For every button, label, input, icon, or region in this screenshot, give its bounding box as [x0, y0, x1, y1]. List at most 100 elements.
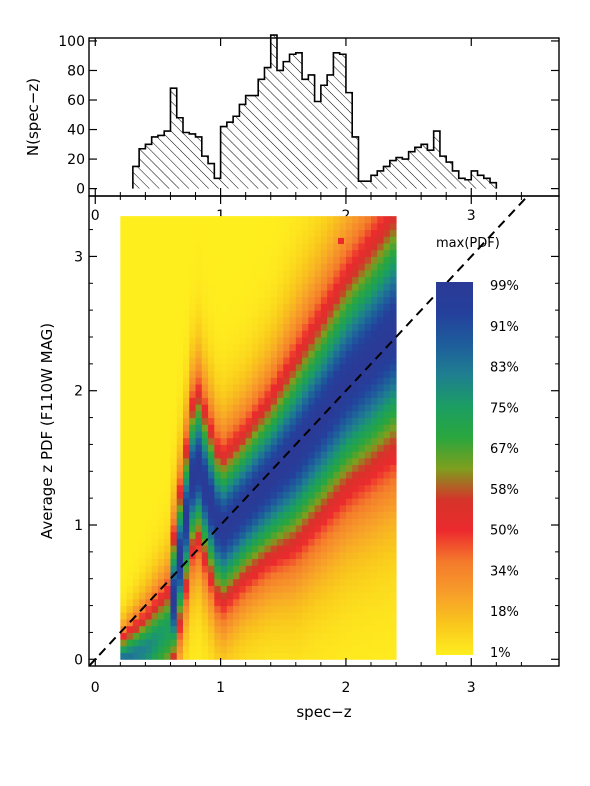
heatmap-cell — [314, 216, 322, 224]
heatmap-cell — [314, 397, 322, 405]
heatmap-cell — [120, 350, 128, 358]
heatmap-cell — [139, 558, 146, 566]
heatmap-cell — [164, 417, 171, 425]
heatmap-cell — [220, 478, 228, 486]
heatmap-cell — [283, 357, 291, 365]
heatmap-cell — [214, 511, 222, 519]
heatmap-cell — [270, 565, 278, 573]
heatmap-cell — [226, 444, 234, 452]
heatmap-cell — [239, 236, 247, 244]
heatmap-cell — [345, 471, 353, 479]
heatmap-cell — [139, 598, 146, 607]
heatmap-cell — [352, 478, 359, 486]
colorbar-labels: 99%91%83%75%67%58%50%34%18%1% — [490, 279, 519, 661]
heatmap-cell — [320, 592, 328, 600]
heatmap-cell — [208, 592, 215, 600]
heatmap-cell — [183, 410, 190, 419]
heatmap-cell — [302, 410, 309, 419]
heatmap-cell — [352, 310, 359, 318]
heatmap-cell — [132, 296, 140, 304]
heatmap-cell — [283, 222, 291, 231]
heatmap-cell — [245, 551, 253, 560]
heatmap-cell — [151, 397, 159, 405]
heatmap-cell — [371, 625, 378, 633]
heatmap-cell — [258, 444, 265, 452]
heatmap-cell — [170, 350, 178, 358]
heatmap-cell — [239, 457, 247, 466]
main-x-tick-label: 1 — [216, 680, 225, 696]
heatmap-cell — [314, 498, 322, 506]
heatmap-cell — [320, 511, 328, 519]
heatmap-cell — [358, 538, 366, 546]
heatmap-cell — [258, 478, 265, 486]
heatmap-cell — [289, 410, 297, 419]
heatmap-cell — [120, 222, 128, 231]
heatmap-cell — [389, 256, 397, 264]
heatmap-cell — [364, 531, 372, 539]
heatmap-cell — [371, 572, 378, 580]
heatmap-cell — [145, 578, 153, 586]
heatmap-cell — [176, 417, 184, 425]
heatmap-cell — [308, 471, 316, 479]
heatmap-cell — [251, 397, 259, 405]
heatmap-cell — [226, 551, 234, 560]
heatmap-cell — [208, 437, 215, 445]
heatmap-cell — [283, 316, 291, 325]
heatmap-cell — [264, 645, 272, 654]
histogram-bar — [345, 92, 353, 189]
heatmap-cell — [245, 504, 253, 513]
heatmap-cell — [289, 417, 297, 425]
heatmap-cell — [377, 249, 385, 257]
heatmap-cell — [339, 397, 347, 405]
heatmap-cell — [201, 444, 209, 452]
heatmap-cell — [245, 404, 253, 412]
heatmap-cell — [170, 431, 178, 439]
heatmap-cell — [120, 431, 128, 439]
heatmap-cell — [277, 545, 284, 553]
heatmap-cell — [333, 471, 341, 479]
heatmap-cell — [195, 283, 203, 291]
heatmap-cell — [320, 551, 328, 560]
heatmap-cell — [220, 531, 228, 539]
heatmap-cell — [145, 263, 153, 271]
heatmap-cell — [339, 639, 347, 647]
heatmap-cell — [151, 377, 159, 385]
heatmap-cell — [251, 283, 259, 291]
heatmap-cell — [170, 551, 178, 560]
heatmap-cell — [327, 525, 334, 533]
heatmap-cell — [201, 276, 209, 284]
heatmap-cell — [377, 296, 385, 304]
heatmap-cell — [371, 605, 378, 613]
heatmap-cell — [308, 229, 316, 237]
heatmap-cell — [189, 504, 197, 513]
heatmap-cell — [170, 236, 178, 244]
heatmap-cell — [226, 585, 234, 593]
heatmap-cell — [151, 645, 159, 654]
heatmap-cell — [214, 625, 222, 633]
heatmap-cell — [132, 565, 140, 573]
heatmap-cell — [277, 619, 284, 627]
heatmap-cell — [251, 323, 259, 331]
heatmap-cell — [251, 498, 259, 506]
colorbar-label: 83% — [490, 361, 519, 376]
heatmap-cell — [132, 431, 140, 439]
heatmap-cell — [333, 222, 341, 231]
heatmap-cell — [270, 551, 278, 560]
heatmap-cell — [283, 645, 291, 654]
heatmap-cell — [264, 464, 272, 472]
heatmap-cell — [295, 404, 303, 412]
heatmap-cell — [245, 417, 253, 425]
heatmap-cell — [295, 578, 303, 586]
histogram-bar — [251, 95, 259, 189]
heatmap-cell — [264, 410, 272, 419]
heatmap-cell — [245, 350, 253, 358]
heatmap-cell — [258, 551, 265, 560]
heatmap-cell — [239, 296, 247, 304]
heatmap-cell — [352, 498, 359, 506]
heatmap-cell — [320, 518, 328, 526]
heatmap-cell — [352, 323, 359, 331]
heatmap-cell — [139, 424, 146, 432]
heatmap-cell — [358, 269, 366, 278]
heatmap-cell — [183, 370, 190, 378]
heatmap-cell — [176, 343, 184, 351]
